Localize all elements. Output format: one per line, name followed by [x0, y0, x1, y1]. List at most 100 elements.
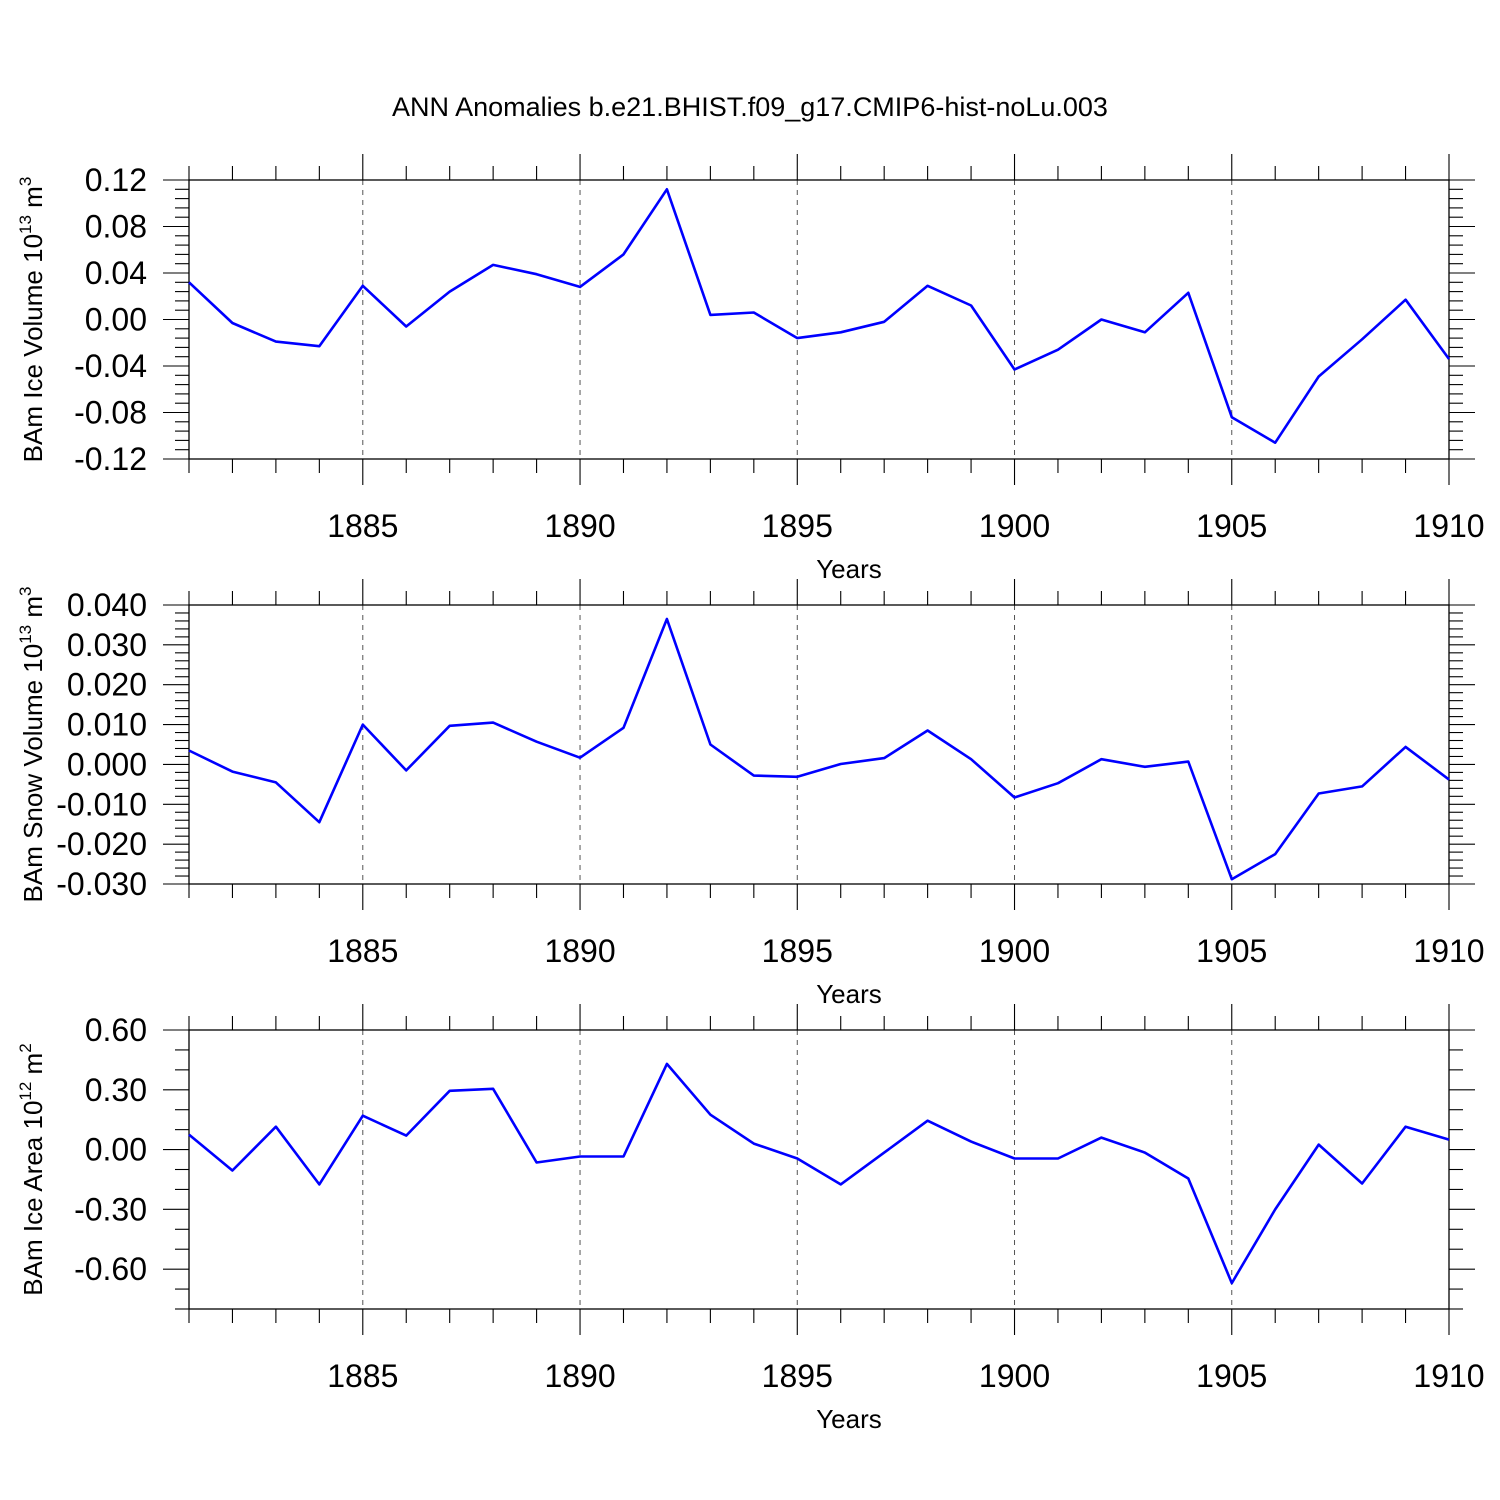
snow-volume-point-1903 [1143, 765, 1147, 769]
ice-volume-point-1908 [1360, 337, 1364, 341]
snow-volume-y-axis-title: BAm Snow Volume 1013 m3 [16, 587, 48, 903]
ice-area-xtick-label: 1895 [762, 1358, 833, 1394]
snow-volume-point-1890 [578, 756, 582, 760]
ice-area-point-1885 [361, 1114, 365, 1118]
panel-ice-volume: 1885 1890 1895 1900 1905 1910 Years 0.12 0.08 0.0… [16, 154, 1485, 584]
ice-volume-point-1906 [1273, 441, 1277, 445]
ice-area-xtick-label: 1885 [327, 1358, 398, 1394]
ice-area-point-1890 [578, 1155, 582, 1159]
ice-area-point-1889 [535, 1161, 539, 1165]
ice-volume-xtick-label: 1900 [979, 508, 1050, 544]
snow-volume-point-1894 [752, 774, 756, 778]
ice-area-point-1897 [882, 1151, 886, 1155]
snow-volume-point-1910 [1447, 778, 1451, 782]
snow-volume-ytick-label: -0.020 [56, 826, 147, 862]
figure-title: ANN Anomalies b.e21.BHIST.f09_g17.CMIP6-… [392, 92, 1108, 122]
snow-volume-xtick-label: 1895 [762, 933, 833, 969]
ice-volume-point-1904 [1186, 291, 1190, 295]
snow-volume-point-1908 [1360, 784, 1364, 788]
ice-area-point-1906 [1273, 1207, 1277, 1211]
ice-volume-ytick-label: -0.04 [74, 348, 147, 384]
ice-area-point-1893 [708, 1113, 712, 1117]
ice-area-point-1909 [1404, 1125, 1408, 1129]
ice-area-point-1883 [274, 1125, 278, 1129]
ice-area-point-1886 [404, 1134, 408, 1138]
snow-volume-point-1885 [361, 723, 365, 727]
snow-volume-point-1888 [491, 721, 495, 725]
panel-snow-volume: 1885 1890 1895 1900 1905 1910 Years 0.040 0.030 0… [16, 579, 1485, 1009]
ice-volume-point-1901 [1056, 348, 1060, 352]
ice-area-ytick-label: 0.00 [85, 1132, 147, 1168]
ice-area-ytick-label: -0.30 [74, 1191, 147, 1227]
snow-volume-point-1896 [839, 762, 843, 766]
ice-volume-point-1910 [1447, 357, 1451, 361]
snow-volume-point-1887 [448, 724, 452, 728]
ice-area-point-1907 [1317, 1143, 1321, 1147]
ice-volume-point-1894 [752, 311, 756, 315]
snow-volume-point-1889 [535, 740, 539, 744]
ice-area-point-1884 [317, 1182, 321, 1186]
snow-volume-xtick-label: 1885 [327, 933, 398, 969]
snow-volume-xtick-label: 1900 [979, 933, 1050, 969]
snow-volume-point-1901 [1056, 781, 1060, 785]
snow-volume-point-1886 [404, 768, 408, 772]
ice-area-point-1905 [1230, 1281, 1234, 1285]
ice-volume-frame [188, 179, 1450, 460]
ice-volume-point-1890 [578, 285, 582, 289]
snow-volume-point-1899 [969, 757, 973, 761]
snow-volume-frame [188, 604, 1450, 885]
snow-volume-point-1902 [1099, 757, 1103, 761]
ice-volume-point-1884 [317, 344, 321, 348]
ice-volume-xtick-label: 1885 [327, 508, 398, 544]
ice-area-point-1904 [1186, 1176, 1190, 1180]
ice-area-point-1882 [230, 1168, 234, 1172]
ice-volume-point-1907 [1317, 374, 1321, 378]
ice-volume-point-1897 [882, 320, 886, 324]
ice-volume-point-1905 [1230, 415, 1234, 419]
ice-volume-point-1887 [448, 290, 452, 294]
snow-volume-point-1881 [187, 748, 191, 752]
ice-area-point-1888 [491, 1087, 495, 1091]
ice-volume-point-1909 [1404, 298, 1408, 302]
ice-volume-point-1886 [404, 324, 408, 328]
ice-volume-x-axis-title: Years [816, 554, 882, 584]
ice-area-frame [188, 1029, 1450, 1310]
snow-volume-point-1893 [708, 743, 712, 747]
ice-volume-point-1881 [187, 280, 191, 284]
ice-volume-point-1882 [230, 321, 234, 325]
ice-volume-point-1893 [708, 313, 712, 317]
ice-volume-point-1892 [665, 187, 669, 191]
ice-area-xtick-label: 1890 [544, 1358, 615, 1394]
snow-volume-xtick-label: 1890 [544, 933, 615, 969]
ice-area-ytick-label: -0.60 [74, 1251, 147, 1287]
ice-volume-point-1889 [535, 272, 539, 276]
snow-volume-ytick-label: -0.030 [56, 866, 147, 902]
snow-volume-point-1883 [274, 780, 278, 784]
snow-volume-ytick-label: 0.000 [67, 746, 147, 782]
snow-volume-point-1895 [795, 775, 799, 779]
ice-area-y-axis-title: BAm Ice Area 1012 m2 [16, 1043, 48, 1295]
ice-volume-xtick-label: 1910 [1413, 508, 1484, 544]
ice-volume-point-1883 [274, 340, 278, 344]
ice-volume-point-1898 [926, 284, 930, 288]
ice-volume-y-axis-title: BAm Ice Volume 1013 m3 [16, 177, 48, 463]
ice-area-series-line [188, 1062, 1450, 1285]
ice-area-xtick-label: 1900 [979, 1358, 1050, 1394]
ice-area-point-1899 [969, 1140, 973, 1144]
snow-volume-point-1891 [621, 726, 625, 730]
ice-volume-ytick-label: -0.12 [74, 441, 147, 477]
ice-volume-point-1885 [361, 284, 365, 288]
ice-volume-point-1899 [969, 304, 973, 308]
ice-area-ytick-label: 0.60 [85, 1012, 147, 1048]
ice-volume-point-1902 [1099, 318, 1103, 322]
ice-area-point-1892 [665, 1062, 669, 1066]
snow-volume-ytick-label: 0.020 [67, 667, 147, 703]
panel-ice-area: 1885 1890 1895 1900 1905 1910 Years 0.60 0.30 0.0… [16, 1004, 1485, 1434]
ice-area-xtick-label: 1910 [1413, 1358, 1484, 1394]
ice-area-xtick-label: 1905 [1196, 1358, 1267, 1394]
ice-volume-point-1891 [621, 252, 625, 256]
ice-area-point-1887 [448, 1089, 452, 1093]
ice-area-point-1894 [752, 1142, 756, 1146]
snow-volume-ytick-label: 0.040 [67, 587, 147, 623]
